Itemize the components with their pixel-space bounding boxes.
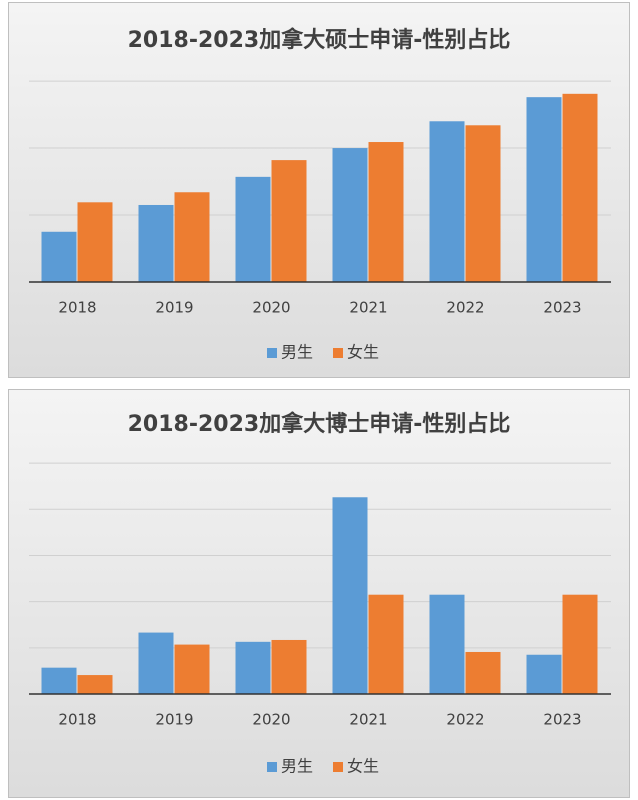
legend-swatch	[267, 762, 277, 772]
bar	[174, 192, 210, 282]
x-tick-label: 2020	[252, 711, 290, 729]
bar	[235, 176, 271, 282]
bar	[41, 231, 77, 282]
bar	[332, 497, 368, 694]
bar	[562, 594, 598, 694]
chart-panel: 2018-2023加拿大博士申请-性别占比 2018 2019 2020 2021 202…	[8, 389, 630, 798]
x-tick-label: 2022	[446, 711, 484, 729]
bar	[235, 641, 271, 694]
bar	[41, 667, 77, 694]
chart-title: 2018-2023加拿大硕士申请-性别占比	[128, 27, 511, 53]
legend-label: 女生	[347, 343, 379, 362]
x-tick-label: 2018	[58, 299, 96, 317]
bar	[562, 93, 598, 282]
bar	[271, 639, 307, 694]
bar	[174, 644, 210, 694]
chart-panel: 2018-2023加拿大硕士申请-性别占比 2018 2019 2020 2021 202…	[8, 2, 630, 378]
chart-title: 2018-2023加拿大博士申请-性别占比	[128, 411, 511, 437]
chart: 2018-2023加拿大硕士申请-性别占比 2018 2019 2020 2021 202…	[29, 27, 611, 362]
bar	[465, 125, 501, 282]
chart: 2018-2023加拿大博士申请-性别占比 2018 2019 2020 2021 202…	[29, 411, 611, 776]
bar	[332, 148, 368, 282]
legend-swatch	[333, 348, 343, 358]
bar	[465, 651, 501, 694]
bar	[368, 594, 404, 694]
x-tick-label: 2019	[155, 711, 193, 729]
bar	[271, 160, 307, 282]
x-tick-label: 2023	[543, 299, 581, 317]
x-tick-label: 2018	[58, 711, 96, 729]
x-tick-label: 2019	[155, 299, 193, 317]
bar	[368, 142, 404, 282]
legend-swatch	[267, 348, 277, 358]
legend-label: 男生	[281, 757, 313, 776]
x-tick-label: 2023	[543, 711, 581, 729]
bar	[526, 654, 562, 694]
legend-label: 男生	[281, 343, 313, 362]
x-tick-label: 2020	[252, 299, 290, 317]
bar	[138, 204, 174, 282]
x-tick-label: 2021	[349, 711, 387, 729]
bar	[429, 121, 465, 282]
legend-label: 女生	[347, 757, 379, 776]
legend-swatch	[333, 762, 343, 772]
bar	[429, 594, 465, 694]
x-tick-label: 2022	[446, 299, 484, 317]
bar	[77, 675, 113, 694]
bar	[138, 632, 174, 694]
bar	[526, 97, 562, 282]
bar	[77, 202, 113, 282]
x-tick-label: 2021	[349, 299, 387, 317]
